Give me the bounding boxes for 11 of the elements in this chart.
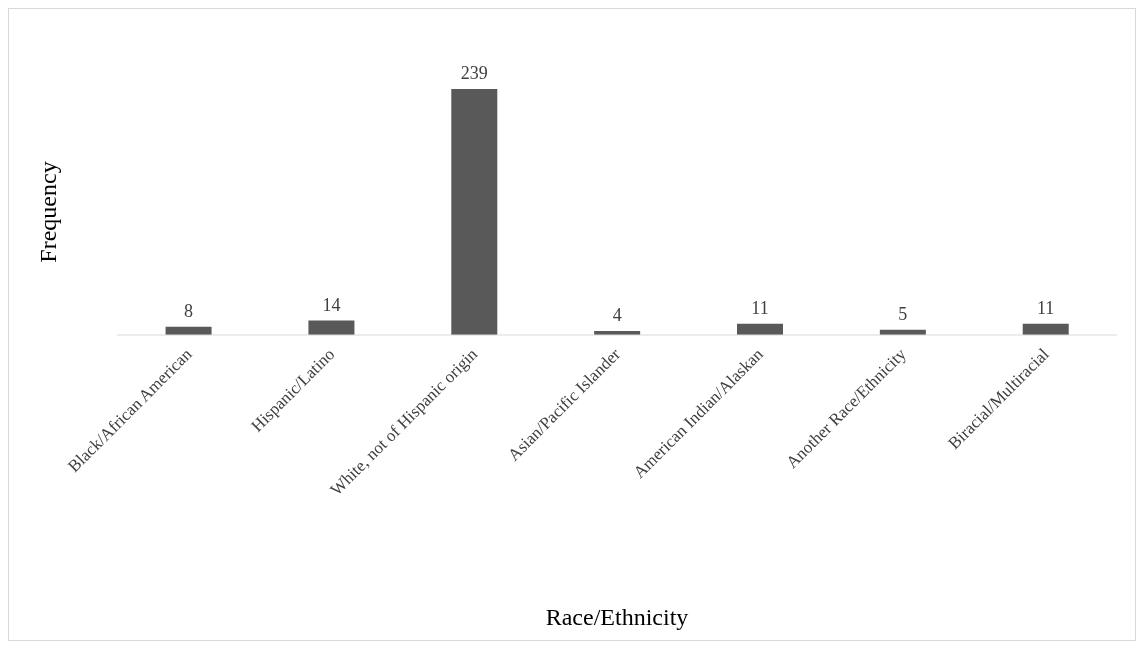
y-axis-title: Frequency xyxy=(34,161,61,263)
x-axis-title: Race/Ethnicity xyxy=(545,604,689,630)
data-label: 14 xyxy=(322,294,341,315)
data-label: 11 xyxy=(751,297,769,318)
bar xyxy=(451,89,498,335)
data-label: 11 xyxy=(1037,297,1055,318)
data-label: 5 xyxy=(898,303,908,324)
bar xyxy=(308,320,355,335)
data-label: 8 xyxy=(184,300,194,321)
data-label: 4 xyxy=(612,304,622,325)
data-label: 239 xyxy=(460,63,488,83)
